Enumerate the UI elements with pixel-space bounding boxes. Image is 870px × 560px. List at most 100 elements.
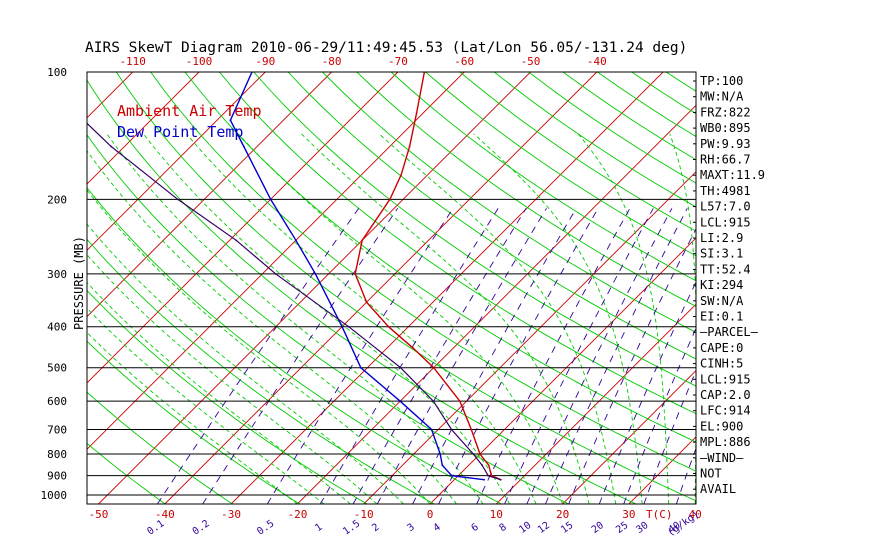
top-temp-tick-label: -110 [119, 55, 146, 68]
bottom-temp-tick-label: 0 [427, 508, 434, 521]
dry-adiabat-line [494, 72, 696, 208]
moist-adiabat-grid [87, 133, 696, 504]
moist-adiabat-line [378, 133, 617, 504]
moist-adiabat-line [473, 133, 643, 504]
dry-adiabat-line [87, 340, 301, 504]
dry-adiabat-line [390, 72, 696, 282]
sounding-index-label: LCL:915 [700, 215, 751, 229]
parcel-data-point [347, 325, 350, 328]
parcel-data-point [399, 366, 402, 369]
sounding-index-label: PW:9.93 [700, 137, 751, 151]
pressure-tick-label: 400 [47, 321, 67, 334]
sounding-index-label: LFC:914 [700, 404, 751, 418]
dry-adiabat-line [665, 72, 696, 92]
sounding-index-label: CAPE:0 [700, 341, 743, 355]
isotherm-grid [87, 72, 696, 504]
temperature-data-point [458, 400, 461, 403]
dry-adiabat-line [184, 72, 696, 443]
mixing-ratio-tick-label: 30 [634, 520, 650, 536]
legend-dew-point-temp: Dew Point Temp [117, 123, 243, 141]
isobar-grid [87, 198, 696, 496]
isotherm-line [87, 72, 399, 384]
isotherm-line [230, 72, 664, 504]
dewpoint-data-point [294, 239, 297, 242]
dry-adiabat-line [87, 238, 435, 504]
temperature-data-point [432, 366, 435, 369]
temperature-data-point [361, 239, 364, 242]
sounding-index-label: TT:52.4 [700, 262, 751, 276]
chart-title: AIRS SkewT Diagram 2010-06-29/11:49:45.5… [85, 40, 687, 56]
isotherm-line [164, 72, 598, 504]
dewpoint-data-point [314, 272, 317, 275]
dry-adiabat-line [87, 186, 502, 504]
sounding-index-label: LCL:915 [700, 372, 751, 386]
mixing-ratio-line [438, 208, 599, 504]
moist-adiabat-line [87, 223, 404, 504]
parcel-data-point [32, 71, 34, 73]
legend-ambient-air-temp: Ambient Air Temp [117, 102, 262, 120]
bottom-temp-tick-label: -50 [89, 508, 109, 521]
dry-adiabat-line [219, 72, 696, 415]
sounding-index-label: RH:66.7 [700, 153, 751, 167]
sounding-index-label: L57:7.0 [700, 200, 751, 214]
bottom-temp-tick-label: -30 [221, 508, 241, 521]
dry-adiabat-line [87, 391, 233, 504]
isotherm-line [87, 72, 332, 318]
dry-adiabat-grid [87, 72, 696, 504]
sounding-index-label: KI:294 [700, 278, 743, 292]
dry-adiabat-line [356, 72, 696, 307]
mixing-ratio-line [643, 369, 696, 504]
mixing-ratio-tick-label: 1.5 [341, 518, 362, 537]
mixing-ratio-tick-label: 15 [559, 520, 575, 536]
mixing-ratio-tick-label: 25 [614, 520, 630, 536]
mixing-ratio-tick-label: 8 [498, 522, 509, 534]
mixing-ratio-line [352, 208, 527, 504]
bottom-temp-tick-label: 40 [689, 508, 702, 521]
dry-adiabat-line [425, 72, 696, 257]
top-temp-tick-label: -60 [454, 55, 474, 68]
moist-adiabat-line [186, 133, 537, 504]
parcel-profile-line [87, 122, 501, 481]
sounding-index-label: SW:N/A [700, 294, 744, 308]
sounding-index-label: FRZ:822 [700, 105, 751, 119]
mixing-ratio-line [623, 327, 696, 504]
dry-adiabat-line [631, 72, 696, 115]
dry-adiabat-line [87, 289, 368, 504]
moist-adiabat-line [87, 331, 298, 504]
bottom-temp-tick-label: 30 [622, 508, 635, 521]
mixing-ratio-tick-label: 4 [432, 522, 443, 534]
parcel-data-point [499, 478, 502, 481]
dewpoint-data-point [399, 400, 402, 403]
sounding-index-label: WB0:895 [700, 121, 751, 135]
sounding-profiles [32, 71, 502, 481]
temperature-data-point [470, 428, 473, 431]
mixing-ratio-line [157, 208, 360, 504]
parcel-data-point [110, 145, 113, 148]
pressure-tick-label: 500 [47, 362, 67, 375]
temperature-profile-line [354, 72, 501, 481]
sounding-index-label: CINH:5 [700, 357, 743, 371]
pressure-tick-label: 900 [47, 470, 67, 483]
top-temp-tick-label: -40 [587, 55, 607, 68]
moist-adiabat-line [87, 189, 431, 504]
mixing-ratio-tick-label: 0.2 [191, 518, 212, 537]
dry-adiabat-line [253, 72, 696, 387]
dry-adiabat-line [87, 442, 166, 504]
parcel-data-point [432, 400, 435, 403]
sounding-index-label: EL:900 [700, 419, 743, 433]
dry-adiabat-line [115, 72, 696, 502]
sounding-index-label: MPL:886 [700, 435, 751, 449]
pressure-tick-label: 200 [47, 193, 67, 206]
dewpoint-data-point [229, 119, 232, 122]
temperature-data-point [387, 325, 390, 328]
mixing-ratio-tick-label: 0.5 [255, 518, 276, 537]
parcel-data-point [481, 464, 483, 467]
temperature-data-point [354, 272, 357, 275]
mixing-ratio-tick-label: 6 [470, 522, 481, 534]
sounding-index-label: EI:0.1 [700, 310, 743, 324]
sounding-index-label: NOT [700, 467, 722, 481]
dry-adiabat-line [150, 72, 696, 472]
dewpoint-data-point [430, 428, 433, 431]
pressure-tick-label: 300 [47, 268, 67, 281]
